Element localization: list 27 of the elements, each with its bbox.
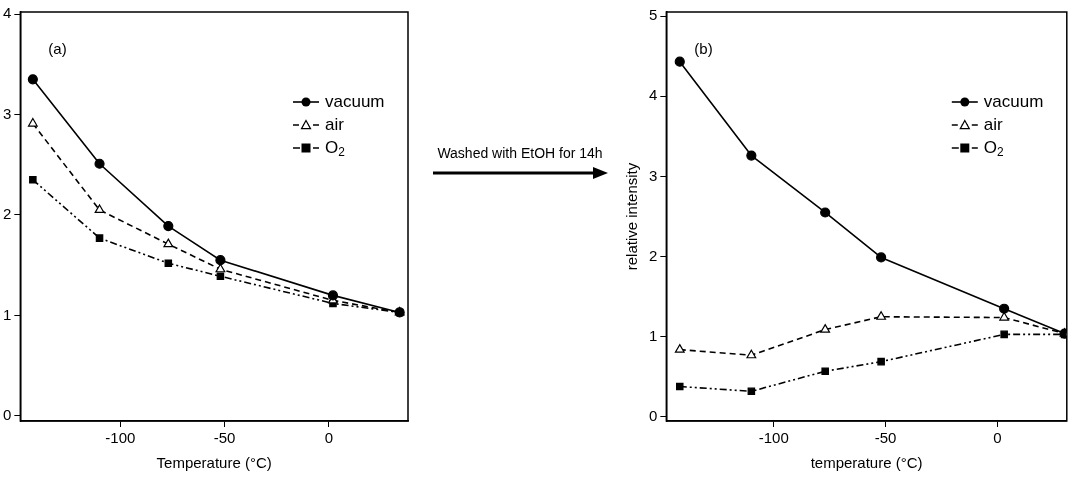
x-axis-title: temperature (°C) xyxy=(810,454,923,472)
x-tick-label: -100 xyxy=(758,429,789,447)
legend-label: vacuum xyxy=(983,91,1044,111)
x-tick-label: 0 xyxy=(993,429,1002,447)
x-tick-label: 0 xyxy=(324,429,333,447)
y-tick-label: 5 xyxy=(649,6,658,24)
legend-label: vacuum xyxy=(325,91,385,111)
x-tick-label: -50 xyxy=(874,429,897,447)
text: Washed with EtOH for 14h xyxy=(436,145,604,161)
y-tick-label: 0 xyxy=(649,407,658,425)
y-tick-label: 4 xyxy=(3,4,12,22)
x-axis-title: Temperature (°C) xyxy=(156,454,272,472)
y-tick-label: 2 xyxy=(649,246,658,264)
y-tick-label: 4 xyxy=(649,86,658,104)
y-tick-label: 3 xyxy=(3,104,12,122)
annotation: (b) xyxy=(694,40,713,58)
y-tick-label: 1 xyxy=(3,305,12,323)
legend-label: air xyxy=(983,114,1004,134)
y-axis-title: relative intensity xyxy=(623,162,641,271)
annotation: (a) xyxy=(48,40,67,58)
y-tick-label: 2 xyxy=(3,205,12,223)
legend-label: air xyxy=(325,114,345,134)
x-tick-label: -50 xyxy=(213,429,236,447)
x-tick-label: -100 xyxy=(105,429,136,447)
y-tick-label: 1 xyxy=(649,326,658,344)
y-tick-label: 3 xyxy=(649,166,658,184)
y-tick-label: 0 xyxy=(3,406,12,424)
